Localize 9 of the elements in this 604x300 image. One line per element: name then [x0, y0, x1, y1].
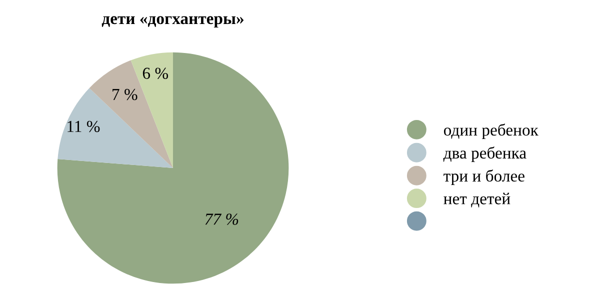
legend-label: один ребенок	[444, 124, 538, 140]
legend-label: три и более	[444, 170, 524, 186]
data-label: 7 %	[112, 88, 138, 100]
chart-title: дети «догхантеры»	[102, 16, 244, 28]
data-label: 6 %	[142, 68, 168, 80]
legend-label: два ребенка	[443, 146, 526, 162]
data-label: 11 %	[68, 120, 100, 132]
legend-label: нет детей	[444, 192, 510, 208]
data-label: 77 %	[205, 214, 238, 225]
